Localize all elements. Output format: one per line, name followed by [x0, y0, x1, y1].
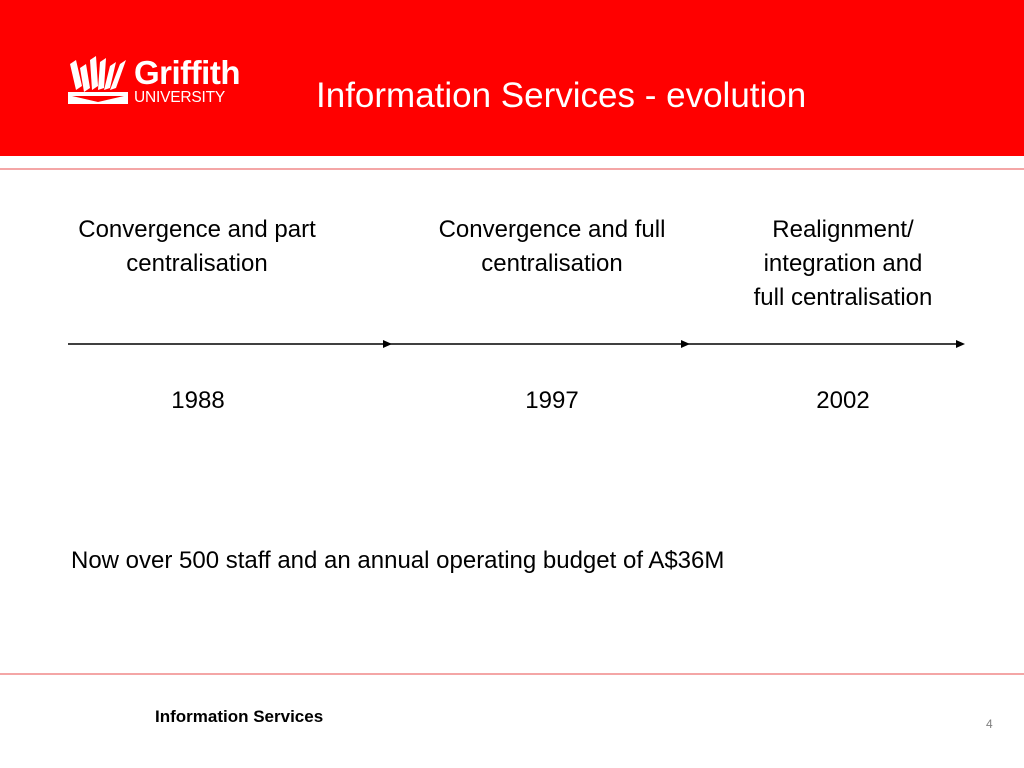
timeline-arrow-2 — [384, 340, 690, 348]
logo-subtitle: UNIVERSITY — [134, 89, 226, 106]
stage-1-line-2: centralisation — [126, 250, 268, 277]
stage-3-year: 2002 — [816, 387, 870, 414]
header-banner: Griffith UNIVERSITY Information Services… — [0, 0, 1024, 156]
stage-1-label: Convergence and part centralisation — [47, 213, 347, 281]
timeline-arrow-3 — [688, 340, 965, 348]
page-number: 4 — [986, 717, 993, 731]
stage-1-line-1: Convergence and part — [78, 216, 316, 243]
stage-2-line-1: Convergence and full — [438, 216, 666, 243]
top-divider — [0, 168, 1024, 170]
stage-1-year: 1988 — [171, 387, 225, 414]
stage-2-year: 1997 — [525, 387, 579, 414]
griffith-emblem-icon — [68, 56, 128, 104]
timeline-arrows — [68, 340, 965, 348]
footer-text: Information Services — [155, 707, 324, 726]
stage-3-label: Realignment/ integration and full centra… — [712, 213, 974, 315]
stage-2-line-2: centralisation — [481, 250, 623, 277]
stage-3-line-3: full centralisation — [753, 284, 933, 311]
logo-name: Griffith — [134, 54, 240, 91]
bottom-divider — [0, 673, 1024, 675]
slide-title: Information Services - evolution — [316, 76, 807, 115]
stage-3-line-2: integration and — [763, 250, 923, 277]
griffith-logo: Griffith UNIVERSITY — [66, 56, 270, 112]
stage-2-label: Convergence and full centralisation — [402, 213, 702, 281]
stage-3-line-1: Realignment/ — [772, 216, 914, 243]
timeline-arrow-1 — [68, 340, 392, 348]
summary-text: Now over 500 staff and an annual operati… — [71, 547, 725, 574]
